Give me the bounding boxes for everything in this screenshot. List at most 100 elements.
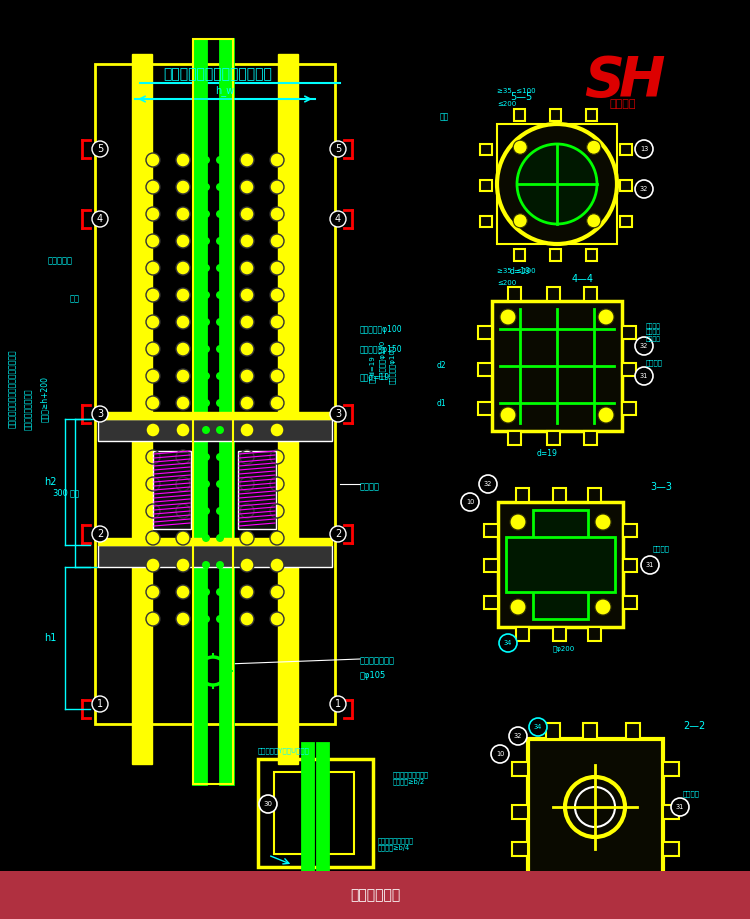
Circle shape	[216, 291, 224, 299]
Text: 31: 31	[676, 804, 684, 810]
Circle shape	[270, 558, 284, 572]
Bar	[622, 326, 636, 339]
Bar	[514, 109, 525, 121]
Circle shape	[146, 369, 160, 383]
Circle shape	[240, 288, 254, 302]
Bar	[623, 559, 637, 572]
Bar	[508, 431, 521, 445]
Circle shape	[202, 372, 210, 380]
Text: 2: 2	[97, 529, 103, 539]
Circle shape	[202, 534, 210, 542]
Text: d2: d2	[437, 361, 447, 370]
Bar	[132, 54, 152, 764]
Circle shape	[202, 345, 210, 353]
Circle shape	[202, 453, 210, 461]
Text: ≥35  ≤100: ≥35 ≤100	[497, 88, 536, 94]
Text: 5—5: 5—5	[510, 92, 532, 102]
Circle shape	[270, 288, 284, 302]
Circle shape	[146, 612, 160, 626]
Circle shape	[92, 406, 108, 422]
Text: 10: 10	[466, 499, 474, 505]
Circle shape	[509, 727, 527, 745]
Bar	[480, 216, 492, 227]
Circle shape	[202, 318, 210, 326]
Circle shape	[270, 396, 284, 410]
Circle shape	[146, 342, 160, 356]
Bar	[508, 287, 521, 301]
Bar	[516, 627, 529, 641]
Bar	[484, 524, 498, 537]
Circle shape	[270, 423, 284, 437]
Bar	[497, 124, 617, 244]
Circle shape	[240, 585, 254, 599]
Bar	[478, 363, 492, 376]
Circle shape	[330, 406, 346, 422]
Circle shape	[216, 237, 224, 245]
Circle shape	[146, 558, 160, 572]
Circle shape	[510, 599, 526, 615]
Circle shape	[146, 261, 160, 275]
Text: 32: 32	[484, 481, 492, 487]
Circle shape	[259, 795, 277, 813]
Circle shape	[270, 315, 284, 329]
Circle shape	[240, 369, 254, 383]
Bar	[584, 431, 597, 445]
Circle shape	[586, 214, 601, 228]
Circle shape	[146, 180, 160, 194]
Circle shape	[216, 453, 224, 461]
Circle shape	[176, 315, 190, 329]
Circle shape	[240, 234, 254, 248]
Text: 浇筑混凝土用孔: 浇筑混凝土用孔	[360, 656, 395, 665]
Circle shape	[146, 585, 160, 599]
Circle shape	[202, 480, 210, 488]
Circle shape	[595, 514, 611, 530]
Circle shape	[176, 288, 190, 302]
Circle shape	[500, 309, 516, 325]
Bar	[547, 431, 560, 445]
Text: 间距宜采用φ150: 间距宜采用φ150	[379, 339, 386, 379]
Text: h_w: h_w	[215, 85, 235, 96]
Circle shape	[176, 558, 190, 572]
Circle shape	[202, 237, 210, 245]
Text: 间距不大于φ100: 间距不大于φ100	[360, 324, 403, 334]
Text: 栓钉d=19: 栓钉d=19	[360, 372, 390, 381]
Text: 间距宜采用φ150: 间距宜采用φ150	[360, 345, 403, 354]
Circle shape	[146, 396, 160, 410]
Circle shape	[176, 477, 190, 491]
Bar	[550, 109, 561, 121]
Text: 2: 2	[334, 529, 341, 539]
Bar	[480, 180, 492, 191]
Circle shape	[479, 475, 497, 493]
Text: ≤200: ≤200	[497, 280, 516, 286]
Text: 4: 4	[335, 214, 341, 224]
Circle shape	[176, 342, 190, 356]
Circle shape	[146, 423, 160, 437]
Circle shape	[240, 180, 254, 194]
Circle shape	[216, 480, 224, 488]
Text: ≤200: ≤200	[497, 101, 516, 107]
Circle shape	[216, 615, 224, 623]
Circle shape	[499, 634, 517, 652]
Text: 方为非截面钢骨柱材
截面尺寸≥b/4: 方为非截面钢骨柱材 截面尺寸≥b/4	[378, 837, 414, 851]
Circle shape	[270, 261, 284, 275]
Text: 32: 32	[640, 186, 648, 192]
Text: h1: h1	[44, 633, 56, 643]
Circle shape	[202, 183, 210, 191]
Circle shape	[598, 407, 614, 423]
Bar	[550, 249, 561, 261]
Text: d=19: d=19	[510, 267, 531, 276]
Circle shape	[270, 612, 284, 626]
Circle shape	[513, 141, 527, 154]
Bar	[193, 39, 206, 784]
Circle shape	[216, 588, 224, 596]
Circle shape	[202, 588, 210, 596]
Circle shape	[240, 558, 254, 572]
Circle shape	[216, 426, 224, 434]
Circle shape	[635, 140, 653, 158]
Bar	[626, 874, 640, 890]
Circle shape	[270, 153, 284, 167]
Bar	[480, 144, 492, 155]
Text: 间距不大于φ100: 间距不大于φ100	[388, 345, 395, 384]
Circle shape	[240, 531, 254, 545]
Circle shape	[176, 234, 190, 248]
